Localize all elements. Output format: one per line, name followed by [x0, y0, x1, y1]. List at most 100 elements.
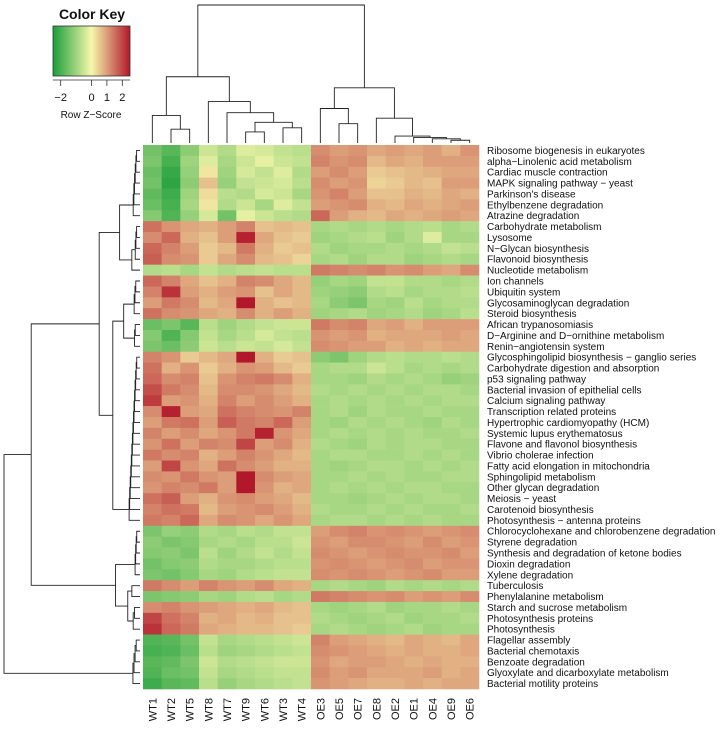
heatmap-cell: [329, 308, 349, 320]
heatmap-cell: [161, 199, 181, 211]
heatmap-cell: [161, 471, 181, 483]
heatmap-cell: [441, 232, 461, 244]
heatmap-cell: [385, 395, 405, 407]
heatmap-cell: [311, 286, 330, 298]
heatmap-cell: [348, 395, 368, 407]
heatmap-cell: [329, 275, 349, 287]
heatmap-cell: [348, 667, 368, 679]
heatmap-cell: [404, 406, 424, 418]
heatmap-cell: [255, 427, 274, 440]
heatmap-cell: [273, 504, 293, 516]
heatmap-cell: [441, 340, 461, 353]
heatmap-cell: [273, 145, 293, 157]
heatmap-cell: [199, 569, 218, 581]
heatmap-cell: [236, 656, 256, 668]
heatmap-cell: [441, 623, 461, 635]
heatmap-cell: [199, 645, 218, 657]
heatmap-cell: [423, 395, 442, 407]
heatmap-cell: [199, 155, 218, 168]
heatmap-cell: [292, 221, 312, 233]
heatmap-cell: [385, 384, 405, 396]
heatmap-cell: [460, 438, 480, 450]
heatmap-cell: [180, 166, 200, 178]
heatmap-cell: [385, 177, 405, 189]
row-label: N−Glycan biosynthesis: [487, 244, 589, 255]
heatmap-cell: [255, 308, 274, 320]
heatmap-cell: [367, 493, 386, 505]
heatmap-cell: [367, 264, 386, 276]
heatmap-cell: [348, 482, 368, 494]
row-label: Bacterial motility proteins: [487, 679, 598, 690]
heatmap-cell: [217, 569, 237, 581]
heatmap-cell: [367, 471, 386, 483]
heatmap-cell: [199, 253, 218, 265]
heatmap-cell: [255, 232, 274, 244]
dendrogram-branch: [245, 131, 265, 143]
row-label: Carbohydrate metabolism: [487, 222, 602, 233]
row-label: Sphingolipid metabolism: [487, 472, 595, 483]
heatmap-cell: [161, 601, 181, 614]
heatmap-cell: [329, 569, 349, 581]
heatmap-cell: [161, 591, 181, 603]
heatmap-cell: [273, 275, 293, 287]
heatmap-cell: [329, 384, 349, 396]
heatmap-cell: [423, 264, 442, 276]
heatmap-cell: [329, 667, 349, 679]
heatmap-cell: [367, 155, 386, 168]
color-key-tick-label: 1: [104, 92, 110, 104]
heatmap-cell: [423, 221, 442, 233]
heatmap-cell: [292, 340, 312, 353]
heatmap-cell: [460, 601, 480, 614]
heatmap-cell: [329, 264, 349, 276]
heatmap-cell: [348, 286, 368, 298]
heatmap-cell: [273, 417, 293, 429]
heatmap-cell: [423, 406, 442, 418]
heatmap-cell: [236, 395, 256, 407]
heatmap-cell: [441, 199, 461, 211]
heatmap-cell: [255, 656, 274, 668]
heatmap-cell: [236, 525, 256, 537]
heatmap-cell: [255, 188, 274, 200]
heatmap-cell: [217, 210, 237, 222]
heatmap-cell: [143, 427, 162, 440]
heatmap-cell: [143, 275, 162, 287]
dendrogram-branch: [431, 138, 461, 143]
dendrogram-branch: [226, 112, 275, 143]
heatmap-cell: [460, 264, 480, 276]
heatmap-cell: [329, 438, 349, 450]
heatmap-cell: [441, 427, 461, 440]
heatmap-cell: [292, 275, 312, 287]
heatmap-cell: [348, 525, 368, 537]
heatmap-cell: [236, 438, 256, 450]
heatmap-cell: [180, 623, 200, 635]
heatmap-cell: [404, 232, 424, 244]
heatmap-cell: [292, 536, 312, 548]
heatmap-cell: [441, 514, 461, 527]
heatmap-cell: [292, 199, 312, 211]
heatmap-cell: [348, 471, 368, 483]
heatmap-cell: [180, 678, 200, 690]
heatmap-cell: [255, 406, 274, 418]
heatmap-cell: [217, 319, 237, 331]
column-label: OE3: [315, 698, 327, 720]
heatmap-cell: [367, 558, 386, 570]
heatmap-cell: [460, 427, 480, 440]
heatmap-cell: [273, 656, 293, 668]
heatmap-cell: [329, 580, 349, 592]
heatmap-cell: [217, 514, 237, 527]
heatmap-cell: [273, 667, 293, 679]
heatmap-cell: [367, 525, 386, 537]
heatmap-cell: [329, 362, 349, 374]
heatmap-cell: [292, 514, 312, 527]
heatmap-cell: [180, 601, 200, 614]
heatmap-cell: [404, 504, 424, 516]
row-label: Systemic lupus erythematosus: [487, 429, 623, 440]
heatmap-cell: [199, 427, 218, 440]
column-dendrogram: [151, 4, 471, 143]
heatmap-cell: [348, 504, 368, 516]
heatmap-cell: [199, 264, 218, 276]
heatmap-cell: [180, 482, 200, 494]
heatmap-cell: [385, 612, 405, 625]
heatmap-cell: [441, 471, 461, 483]
heatmap-cell: [441, 362, 461, 374]
